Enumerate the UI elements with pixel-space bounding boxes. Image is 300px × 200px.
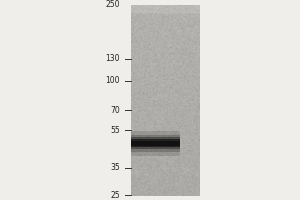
Text: 70: 70 [110, 106, 120, 115]
Bar [130, 137, 180, 149]
Text: 100: 100 [106, 76, 120, 85]
Bar [130, 135, 180, 152]
Bar [130, 131, 180, 156]
Text: 35: 35 [110, 163, 120, 172]
Bar [130, 141, 180, 146]
Text: 25: 25 [110, 191, 120, 200]
Text: 130: 130 [106, 54, 120, 63]
Bar [130, 139, 180, 147]
Text: 55: 55 [110, 126, 120, 135]
Text: 250: 250 [106, 0, 120, 9]
